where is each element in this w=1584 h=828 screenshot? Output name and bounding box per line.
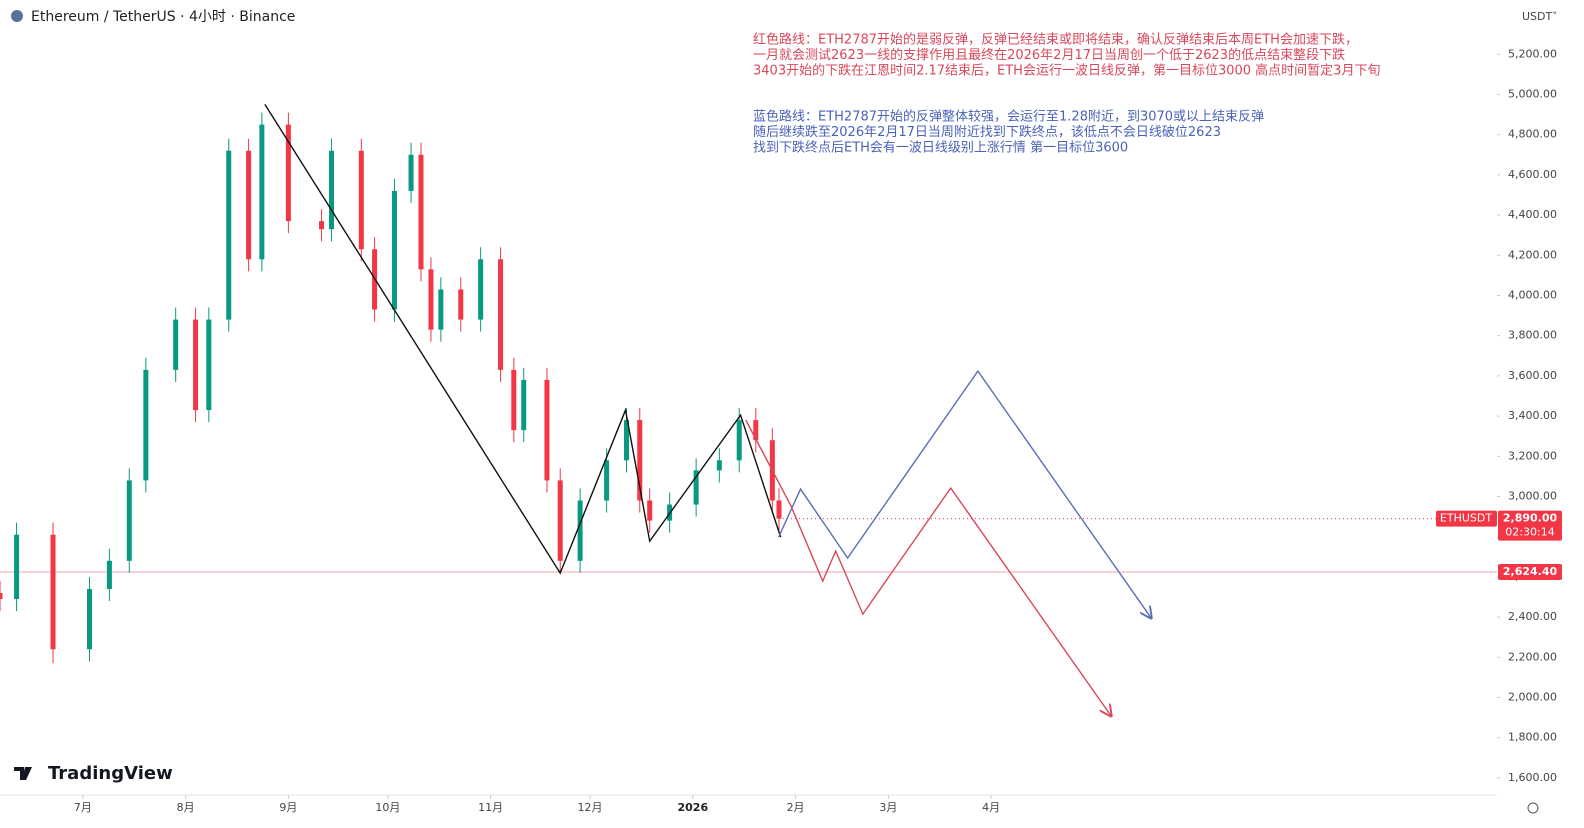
symbol-icon <box>11 10 23 22</box>
candle-body <box>428 269 434 330</box>
x-tick-label: 4月 <box>982 801 1000 814</box>
y-tick-label: 1,800.00 <box>1508 731 1557 744</box>
candle-body <box>358 150 364 250</box>
y-tick-label: 4,000.00 <box>1508 288 1557 301</box>
candle-body <box>126 480 132 561</box>
candle-body <box>143 369 149 481</box>
candle-body <box>544 379 550 481</box>
y-tick-label: 2,200.00 <box>1508 650 1557 663</box>
candle-body <box>624 420 630 461</box>
y-tick-label: 3,200.00 <box>1508 449 1557 462</box>
last-price-box <box>1498 510 1562 541</box>
y-tick-label: 4,200.00 <box>1508 248 1557 261</box>
x-tick-label: 8月 <box>177 801 195 814</box>
candle-body <box>206 319 212 411</box>
watermark: TradingView <box>48 763 173 784</box>
annotation-text: 一月就会测试2623一线的支撑作用且最终在2026年2月17日当周创一个低于26… <box>753 47 1345 63</box>
y-tick-label: 4,600.00 <box>1508 168 1557 181</box>
x-tick-label: 11月 <box>478 801 503 814</box>
candle-body <box>557 480 563 561</box>
y-tick-label: 2,400.00 <box>1508 610 1557 623</box>
currency-label[interactable]: USDT <box>1522 10 1553 23</box>
candle-body <box>776 500 782 519</box>
y-tick-label: 3,600.00 <box>1508 369 1557 382</box>
candle-body <box>716 460 722 471</box>
y-tick-label: 4,800.00 <box>1508 128 1557 141</box>
y-tick-label: 4,400.00 <box>1508 208 1557 221</box>
x-tick-label: 7月 <box>74 801 92 814</box>
candle-body <box>50 534 56 650</box>
candle-body <box>193 319 199 411</box>
candle-body <box>106 560 112 589</box>
candle-body <box>521 379 527 431</box>
x-tick-label: 12月 <box>578 801 603 814</box>
chart-title: Ethereum / TetherUS · 4小时 · Binance <box>31 9 295 25</box>
candle-body <box>285 124 291 222</box>
countdown-label: 02:30:14 <box>1505 526 1554 539</box>
candle-body <box>87 588 93 650</box>
candle-body <box>391 190 397 310</box>
settings-icon[interactable] <box>1527 802 1539 814</box>
candle-body <box>604 460 610 501</box>
candle-body <box>0 592 3 600</box>
candle-body <box>319 221 325 230</box>
candle-body <box>577 500 583 561</box>
candle-body <box>418 154 424 270</box>
annotation-text: 蓝色路线：ETH2787开始的反弹整体较强，会运行至1.28附近，到3070或以… <box>753 109 1264 125</box>
symbol-label: ETHUSDT <box>1440 512 1492 525</box>
candle-body <box>246 150 252 260</box>
x-tick-label: 10月 <box>375 801 400 814</box>
logo-mark <box>14 767 32 780</box>
y-tick-label: 3,800.00 <box>1508 329 1557 342</box>
candle-body <box>173 319 179 370</box>
trend-drawing <box>745 419 1111 716</box>
annotation-text: 红色路线：ETH2787开始的是弱反弹，反弹已经结束或即将结束，确认反弹结束后本… <box>753 32 1358 48</box>
candle-body <box>438 289 444 330</box>
annotation-text: 随后继续跌至2026年2月17日当周附近找到下跌终点，该低点不会日线破位2623 <box>753 124 1221 140</box>
candle-body <box>14 534 20 600</box>
logo: TradingView <box>14 763 173 784</box>
y-tick-label: 5,000.00 <box>1508 87 1557 100</box>
candle-body <box>637 420 643 501</box>
candle-body <box>478 259 484 320</box>
y-tick-label: 1,600.00 <box>1508 771 1557 784</box>
candle-body <box>226 150 232 320</box>
candle-body <box>736 420 742 461</box>
x-tick-label: 2026 <box>677 801 708 814</box>
candle-body <box>259 124 265 260</box>
trend-drawing <box>778 369 1152 618</box>
candle-body <box>408 154 414 191</box>
x-tick-label: 3月 <box>879 801 897 814</box>
trend-drawing <box>264 103 782 575</box>
currency-menu[interactable]: ˅ <box>1552 10 1558 23</box>
annotation-text: 3403开始的下跌在江恩时间2.17结束后，ETH会运行一波日线反弹，第一目标位… <box>753 63 1380 79</box>
annotation-text: 找到下跌终点后ETH会有一波日线级别上涨行情 第一目标位3600 <box>753 140 1128 156</box>
plot: 1,600.00 1,800.00 2,000.00 2,200.00 2,400.00… <box>0 32 1562 814</box>
candle-body <box>693 470 699 505</box>
level-price-box <box>1498 563 1562 580</box>
candle-body <box>498 259 504 370</box>
y-tick-label: 2,000.00 <box>1508 691 1557 704</box>
symbol-box <box>1436 510 1497 527</box>
y-tick-label: 5,200.00 <box>1508 47 1557 60</box>
last-price-label: 2,890.00 <box>1503 512 1558 525</box>
x-tick-label: 9月 <box>279 801 297 814</box>
candle-body <box>647 500 653 521</box>
y-tick-label: 3,400.00 <box>1508 409 1557 422</box>
candle-body <box>511 369 517 431</box>
candle-body <box>458 289 464 320</box>
candle-body <box>328 150 334 230</box>
candle-body <box>753 420 759 441</box>
x-tick-label: 2月 <box>787 801 805 814</box>
level-price-label: 2,624.40 <box>1503 565 1558 578</box>
y-tick-label: 3,000.00 <box>1508 489 1557 502</box>
